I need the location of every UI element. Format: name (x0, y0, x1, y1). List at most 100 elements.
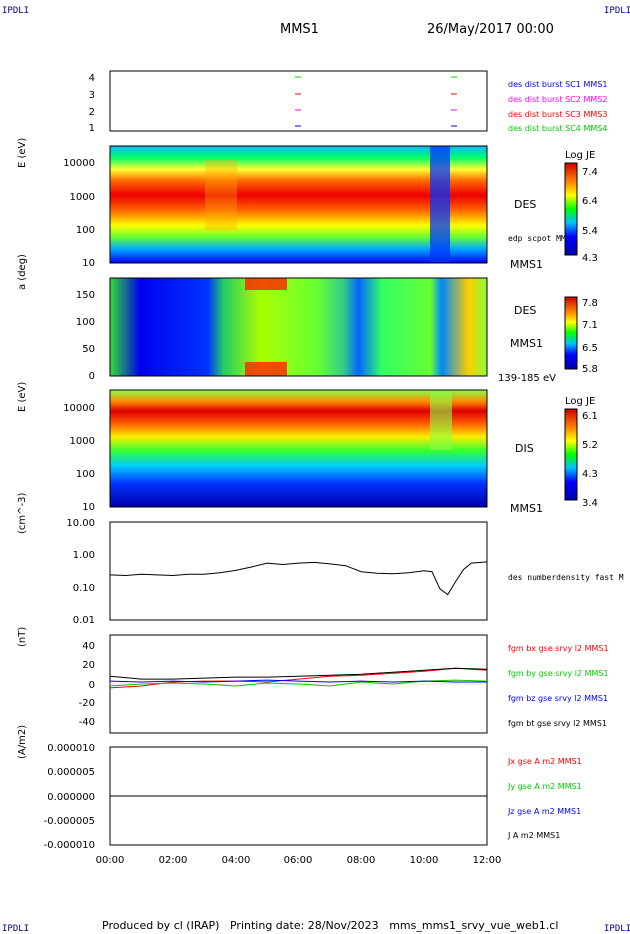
des-colorbar-tick: 4.3 (582, 253, 598, 264)
field-series-group (109, 667, 488, 689)
dis-colorbar-tick: 5.2 (582, 440, 598, 451)
time-tick: 04:00 (222, 855, 251, 866)
des-energy-tick: 10000 (63, 158, 95, 169)
dis-energy-panel: E (eV) 10 100 1000 10000 DIS MMS1 Log JE… (17, 382, 598, 515)
des-colorbar-title: Log JE (565, 150, 595, 161)
time-tick: 06:00 (284, 855, 313, 866)
field-series-bz (109, 679, 487, 683)
corner-label-bottom-left: IPDLI (2, 924, 30, 934)
burst-ticks: 1 2 3 4 (89, 73, 95, 134)
dis-colorbar-tick: 3.4 (582, 498, 598, 509)
des-colorbar-tick: 7.4 (582, 167, 598, 178)
des-pitch-ylabel: a (deg) (17, 254, 28, 290)
des-energy-label: DES (514, 198, 536, 211)
des-colorbar-tick: 6.4 (582, 196, 598, 207)
burst-frame (109, 70, 488, 132)
des-energy-sc-label: MMS1 (510, 258, 543, 271)
corner-label-top-left: IPDLI (2, 6, 30, 16)
current-tick: -0.000005 (44, 816, 95, 827)
dis-energy-tick: 10000 (63, 403, 95, 414)
dis-colorbar-tick: 4.3 (582, 469, 598, 480)
des-pitch-colorbar (564, 296, 578, 370)
edp-scpot-label: edp scpot MMS1 (508, 234, 576, 243)
energy-range-label: 139-185 eV (498, 373, 556, 384)
dis-energy-tick: 10 (82, 502, 95, 513)
des-pitch-label: DES (514, 304, 536, 317)
burst-tick-1: 1 (89, 123, 95, 134)
current-tick: -0.000010 (44, 840, 95, 851)
mission-title: MMS1 (280, 22, 319, 37)
dis-energy-frame (109, 389, 488, 508)
density-tick: 1.00 (73, 550, 95, 561)
dis-colorbar-tick: 6.1 (582, 411, 598, 422)
dis-energy-sc-label: MMS1 (510, 502, 543, 515)
time-tick: 00:00 (96, 855, 125, 866)
des-pitch-tick: 50 (82, 344, 95, 355)
field-legend-bz: fgm bz gse srvy l2 MMS1 (508, 694, 608, 703)
time-tick: 12:00 (473, 855, 502, 866)
current-legend-jx: Jx gse A m2 MMS1 (507, 757, 582, 766)
spectrogram-feature (245, 278, 287, 290)
field-ylabel: (nT) (17, 627, 28, 647)
current-panel: (A/m2) -0.000010 -0.000005 0.000000 0.00… (17, 725, 582, 851)
dis-energy-tick: 1000 (70, 436, 95, 447)
des-energy-tick: 1000 (70, 192, 95, 203)
burst-tick-4: 4 (89, 73, 95, 84)
pitch-colorbar-tick: 7.8 (582, 298, 598, 309)
burst-markers (295, 76, 457, 127)
spectrogram-feature (430, 146, 450, 263)
dis-energy-spectrogram (110, 390, 487, 507)
pitch-colorbar-tick: 5.8 (582, 364, 598, 375)
field-series-bt (109, 667, 488, 680)
current-legend-j: J A m2 MMS1 (507, 831, 560, 840)
des-pitch-sc-label: MMS1 (510, 337, 543, 350)
density-legend: des numberdensity fast M (508, 573, 624, 582)
field-tick: -20 (79, 698, 95, 709)
dis-energy-tick: 100 (76, 469, 95, 480)
field-tick: -40 (79, 717, 95, 728)
field-legend-bx: fgm bx gse srvy l2 MMS1 (508, 644, 609, 653)
time-tick: 02:00 (159, 855, 188, 866)
density-ylabel: (cm^-3) (17, 493, 28, 534)
burst-legend-mms1: des dist burst SC1 MMS1 (508, 80, 607, 89)
footer-printing-date: Printing date: 28/Nov/2023 (229, 919, 379, 932)
field-legend: fgm bx gse srvy l2 MMS1 fgm by gse srvy … (508, 644, 609, 728)
current-tick: 0.000000 (47, 792, 95, 803)
spectrogram-feature (430, 390, 452, 450)
des-pitch-frame (109, 277, 488, 377)
des-energy-spectrogram (110, 146, 487, 263)
des-pitch-spectrogram (110, 278, 487, 376)
burst-tick-2: 2 (89, 107, 95, 118)
des-energy-panel: E (eV) 10 100 1000 10000 DES edp scpot M… (17, 138, 598, 271)
des-energy-frame (109, 145, 488, 264)
current-tick: 0.000005 (47, 767, 95, 778)
spectrogram-feature (205, 160, 237, 230)
des-colorbar-tick: 5.4 (582, 226, 598, 237)
current-legend-jz: Jz gse A m2 MMS1 (507, 807, 581, 816)
field-series-bx (109, 667, 488, 689)
pitch-colorbar-tick: 7.1 (582, 320, 598, 331)
dis-colorbar-title: Log JE (565, 396, 595, 407)
des-pitch-tick: 150 (76, 290, 95, 301)
density-series-line (109, 561, 488, 596)
des-energy-tick: 10 (82, 258, 95, 269)
des-energy-colorbar (564, 162, 578, 256)
dis-energy-label: DIS (515, 442, 534, 455)
burst-tick-3: 3 (89, 90, 95, 101)
burst-legend-mms2: des dist burst SC2 MMS2 (508, 95, 607, 104)
density-tick: 0.10 (73, 583, 95, 594)
current-tick: 0.000010 (47, 743, 95, 754)
dis-energy-ylabel: E (eV) (17, 382, 28, 412)
corner-label-top-right: IPDLI (604, 6, 630, 16)
footer-filename: mms_mms1_srvy_vue_web1.cl (389, 919, 559, 932)
des-energy-ylabel: E (eV) (17, 138, 28, 168)
des-pitch-tick: 100 (76, 317, 95, 328)
time-tick: 08:00 (347, 855, 376, 866)
des-pitch-tick: 0 (89, 371, 95, 382)
field-tick: 20 (82, 660, 95, 671)
burst-panel: 1 2 3 4 des dist burst SC1 MMS1 des dist… (89, 70, 607, 134)
pitch-colorbar-tick: 6.5 (582, 343, 598, 354)
density-tick: 10.00 (66, 518, 95, 529)
field-tick: 40 (82, 641, 95, 652)
